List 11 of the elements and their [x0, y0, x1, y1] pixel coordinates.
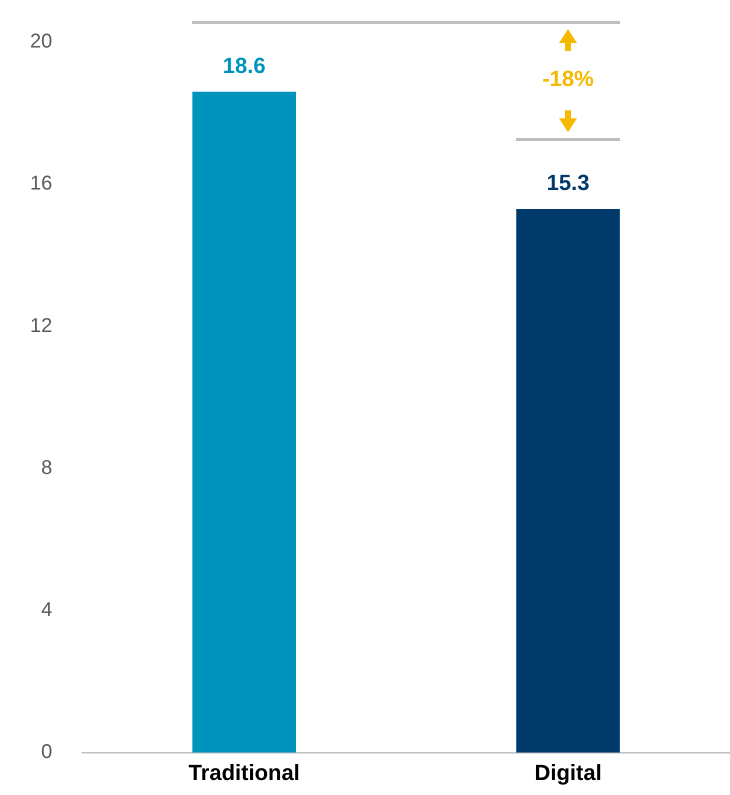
y-tick-label: 16 [30, 172, 52, 195]
annotation: -18% [508, 66, 628, 92]
data-label: 18.6 [222, 52, 266, 78]
x-tick-label: Traditional [188, 760, 300, 785]
y-tick-label: 8 [41, 456, 52, 479]
y-tick-label: 12 [30, 314, 52, 337]
y-tick-label: 0 [41, 741, 52, 764]
y-tick-label: 4 [41, 598, 52, 621]
x-tick-label: Digital [534, 760, 602, 785]
data-label: 15.3 [546, 170, 590, 196]
y-tick-label: 20 [30, 30, 52, 53]
